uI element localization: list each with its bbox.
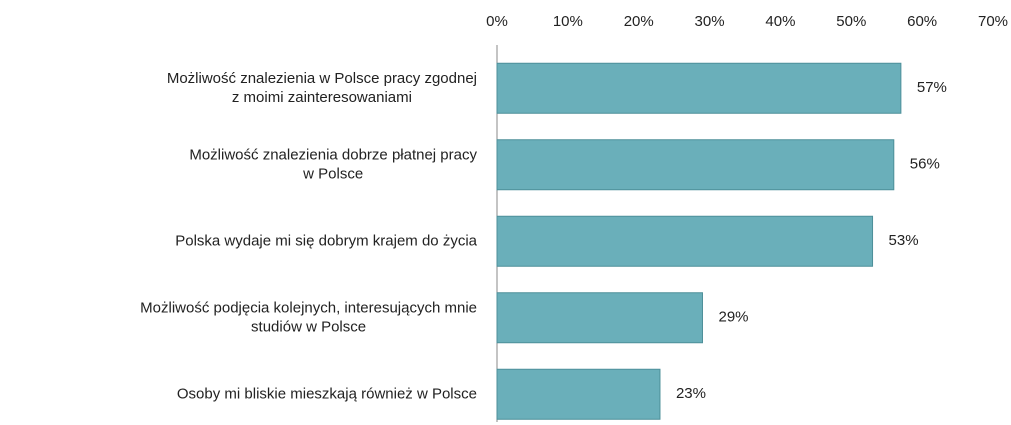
category-line: z moimi zainteresowaniami	[232, 89, 412, 106]
category-line: Możliwość znalezienia w Polsce pracy zgo…	[167, 70, 477, 87]
value-label: 56%	[910, 156, 940, 173]
value-label: 53%	[889, 232, 919, 249]
category-label: Możliwość podjęcia kolejnych, interesują…	[140, 299, 477, 335]
category-label: Możliwość znalezienia dobrze płatnej pra…	[189, 146, 477, 182]
value-label: 23%	[676, 385, 706, 402]
bar	[496, 62, 902, 114]
x-tick-label: 30%	[695, 13, 725, 30]
x-tick-label: 0%	[486, 13, 508, 30]
category-line: Osoby mi bliskie mieszkają również w Pol…	[177, 385, 477, 402]
category-line: studiów w Polsce	[251, 318, 366, 335]
category-line: Polska wydaje mi się dobrym krajem do ży…	[175, 232, 477, 249]
x-tick-label: 50%	[836, 13, 866, 30]
value-label: 29%	[718, 309, 748, 326]
x-tick-label: 70%	[978, 13, 1008, 30]
x-tick-label: 10%	[553, 13, 583, 30]
x-tick-label: 20%	[624, 13, 654, 30]
bar	[496, 215, 874, 267]
category-label: Możliwość znalezienia w Polsce pracy zgo…	[167, 70, 477, 106]
x-tick-label: 40%	[765, 13, 795, 30]
x-tick-label: 60%	[907, 13, 937, 30]
bar	[496, 368, 661, 420]
value-label: 57%	[917, 79, 947, 96]
bar	[496, 139, 895, 191]
category-line: Możliwość znalezienia dobrze płatnej pra…	[189, 146, 477, 163]
category-label: Osoby mi bliskie mieszkają również w Pol…	[177, 385, 477, 402]
category-label: Polska wydaje mi się dobrym krajem do ży…	[175, 232, 477, 249]
bar	[496, 292, 703, 344]
category-line: Możliwość podjęcia kolejnych, interesują…	[140, 299, 477, 316]
category-line: w Polsce	[302, 165, 363, 182]
